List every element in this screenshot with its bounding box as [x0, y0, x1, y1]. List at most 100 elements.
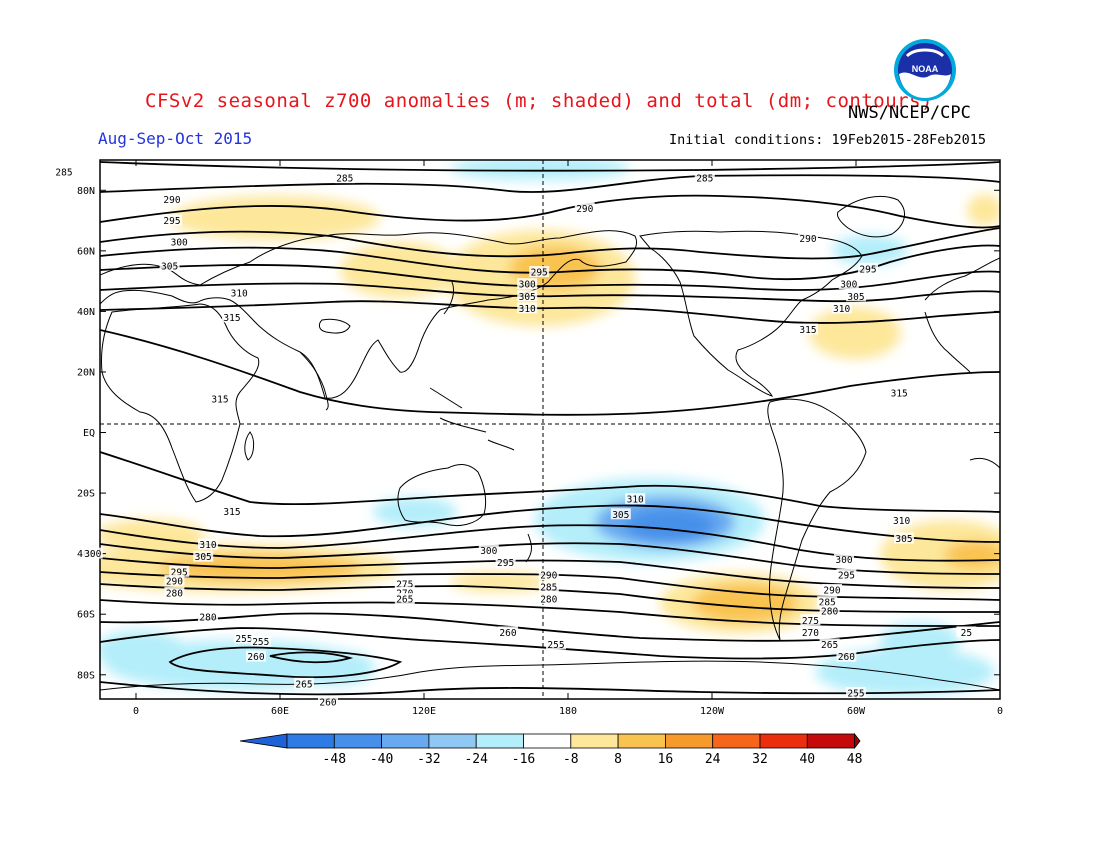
contour-label: 260 [836, 650, 857, 663]
contour-label: 300 [834, 553, 854, 566]
logo-text: NOAA [912, 64, 939, 74]
svg-text:295: 295 [859, 265, 876, 276]
contour-label: 275 [394, 577, 415, 590]
contour-label: 310 [198, 538, 218, 551]
colorbar-label: -24 [464, 752, 488, 767]
colorbar-swatch [759, 733, 808, 749]
colorbar-swatch [665, 733, 714, 749]
lon-label: 120W [700, 706, 725, 717]
contour-label: 290 [164, 574, 185, 587]
contour-label: 295 [836, 568, 857, 581]
longitude-labels: 0 60E 120E 180 120W 60W 0 [133, 706, 1003, 717]
svg-text:295: 295 [497, 558, 514, 569]
contour-label: 290 [538, 568, 559, 581]
contour-label: 260 [246, 650, 266, 663]
svg-text:275: 275 [396, 579, 413, 590]
colorbar-label: 32 [752, 752, 768, 767]
svg-text:310: 310 [833, 304, 850, 315]
colorbar-swatch [806, 733, 855, 749]
contour-label: 255 [546, 638, 566, 651]
colorbar-label: -8 [563, 752, 579, 767]
lon-label: 60E [271, 706, 289, 717]
contour-label: 295 [169, 565, 190, 578]
svg-text:255: 255 [847, 688, 864, 699]
contour-label: 300 [838, 278, 859, 291]
coastlines [100, 195, 1000, 691]
contour-label: 295 [495, 556, 516, 569]
svg-text:295: 295 [171, 567, 188, 578]
contour-label: 280 [164, 587, 185, 600]
contour-label: 260 [498, 626, 518, 639]
contour-label: 285 [694, 172, 715, 185]
svg-text:290: 290 [576, 204, 593, 215]
svg-text:260: 260 [247, 652, 264, 663]
svg-text:305: 305 [161, 261, 178, 272]
contour-label: 310 [625, 493, 646, 506]
lat-label: 20S [77, 489, 95, 500]
svg-text:265: 265 [396, 595, 413, 606]
svg-text:285: 285 [336, 174, 353, 185]
svg-text:260: 260 [319, 698, 336, 709]
latitude-labels: 80N60N40N20NEQ20S40S60S80S [77, 186, 95, 681]
svg-text:270: 270 [802, 628, 819, 639]
colorbar-label: 40 [799, 752, 815, 767]
contour-label: 285 [538, 580, 559, 593]
colorbar-swatch [381, 733, 430, 749]
svg-text:305: 305 [847, 292, 864, 303]
contour-label: 270 [800, 626, 821, 639]
contour-label: 255 [846, 686, 866, 699]
lat-label: 80S [77, 670, 95, 681]
lon-label: 60W [847, 706, 866, 717]
lat-label: EQ [83, 428, 95, 439]
page-title: CFSv2 seasonal z700 anomalies (m; shaded… [145, 90, 933, 112]
contour-label: 305 [159, 259, 180, 272]
svg-text:285: 285 [55, 168, 72, 179]
svg-text:295: 295 [163, 216, 180, 227]
colorbar [239, 732, 861, 750]
contour-label: 290 [574, 202, 595, 215]
svg-text:255: 255 [547, 640, 564, 651]
contour-label: 315 [222, 311, 242, 324]
svg-text:300: 300 [519, 280, 536, 291]
svg-text:310: 310 [519, 304, 536, 315]
contour-label: 315 [798, 323, 818, 336]
colorbar-label: 8 [614, 752, 622, 767]
lon-label: 0 [133, 706, 139, 717]
contour-label: 285 [334, 172, 355, 185]
svg-text:285: 285 [540, 582, 557, 593]
contour-label: 255 [250, 635, 271, 648]
contour-label: 310 [831, 302, 852, 315]
svg-text:300: 300 [835, 555, 852, 566]
svg-text:315: 315 [211, 395, 228, 406]
svg-text:310: 310 [231, 289, 248, 300]
contour-label: 305 [846, 290, 866, 303]
svg-text:255: 255 [235, 634, 252, 645]
svg-text:315: 315 [223, 507, 240, 518]
svg-text:265: 265 [821, 640, 838, 651]
svg-text:315: 315 [891, 389, 908, 400]
svg-text:275: 275 [802, 616, 819, 627]
svg-text:285: 285 [696, 174, 713, 185]
contour-label: 260 [318, 696, 338, 709]
svg-text:280: 280 [166, 589, 183, 600]
contour-label: 310 [891, 514, 912, 527]
contour-label: 290 [798, 232, 818, 245]
axis-ticks [100, 160, 1001, 699]
contour-label: 315 [210, 393, 230, 406]
colorbar-labels: -48 -40 -32 -24 -16 -8 8 16 24 32 40 48 [323, 752, 863, 767]
contour-label: 305 [193, 550, 214, 563]
season-subtitle: Aug-Sep-Oct 2015 [98, 129, 253, 148]
initial-conditions: Initial conditions: 19Feb2015-28Feb2015 [669, 132, 986, 148]
colorbar-swatch [523, 733, 572, 749]
lon-label: 180 [559, 706, 577, 717]
svg-text:300: 300 [84, 549, 101, 560]
svg-text:290: 290 [823, 585, 840, 596]
colorbar-swatch [712, 733, 761, 749]
contour-label: 265 [294, 677, 314, 690]
lat-label: 60N [77, 246, 95, 257]
contour-label: 305 [610, 508, 631, 521]
svg-text:300: 300 [840, 280, 857, 291]
svg-text:300: 300 [171, 237, 188, 248]
colorbar-swatch [286, 733, 335, 749]
